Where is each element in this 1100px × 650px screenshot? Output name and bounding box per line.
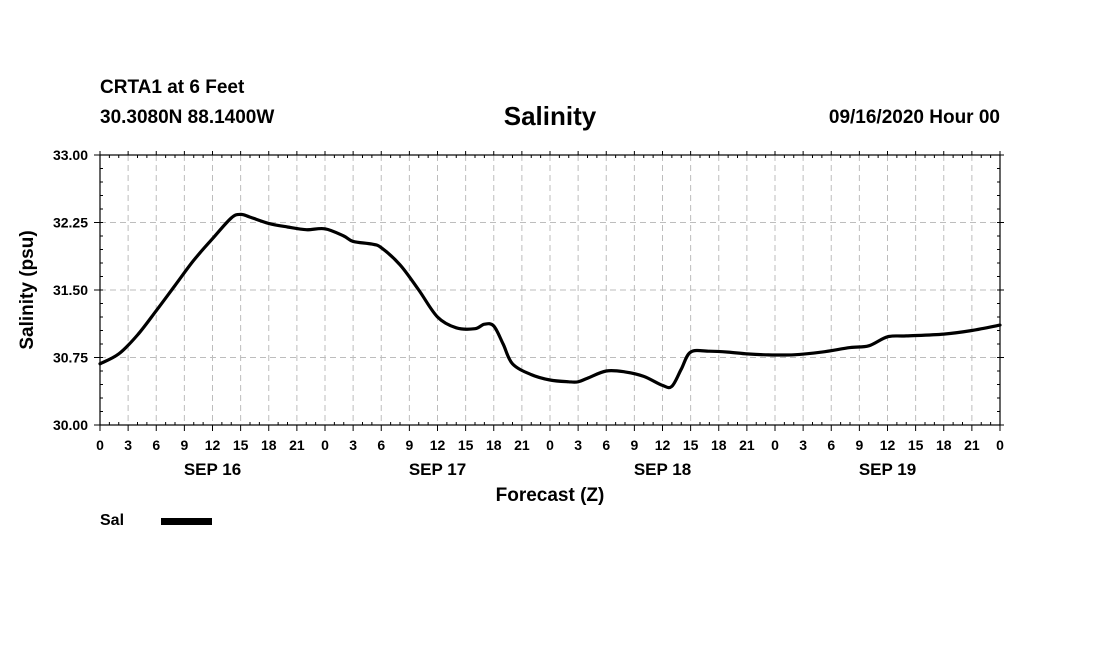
series-line-sal: [98, 212, 1002, 390]
x-tick-label: 9: [855, 437, 863, 453]
y-tick-label: 31.50: [53, 282, 88, 298]
x-tick-label: 12: [430, 437, 446, 453]
x-tick-label: 12: [205, 437, 221, 453]
axis-labels: 0 3 6 9 12 15 18 21 0 3 6 9 12 15 18 21 0 3 6 9 12 15 18 21 0 3 6 9…: [17, 147, 1004, 506]
y-axis-title: Salinity (psu): [17, 230, 38, 349]
x-tick-label: 21: [514, 437, 530, 453]
legend-swatch: [161, 518, 212, 525]
x-tick-label: 0: [996, 437, 1004, 453]
date-label: SEP 18: [634, 460, 691, 479]
y-tick-label: 30.75: [53, 350, 88, 366]
x-tick-label: 9: [630, 437, 638, 453]
station-label: CRTA1 at 6 Feet: [100, 77, 245, 98]
chart-title: Salinity: [503, 101, 597, 131]
series-layer: [98, 212, 1002, 390]
date-label: SEP 19: [859, 460, 916, 479]
y-tick-label: 32.25: [53, 215, 88, 231]
x-tick-label: 21: [964, 437, 980, 453]
x-tick-label: 18: [486, 437, 502, 453]
x-tick-label: 15: [908, 437, 924, 453]
date-label: SEP 16: [184, 460, 241, 479]
x-tick-label: 3: [124, 437, 132, 453]
axis-ticks: [94, 151, 1004, 431]
x-tick-label: 18: [936, 437, 952, 453]
x-tick-label: 6: [377, 437, 385, 453]
y-tick-label: 30.00: [53, 417, 88, 433]
x-tick-label: 3: [799, 437, 807, 453]
y-tick-label: 33.00: [53, 147, 88, 163]
x-tick-label: 18: [711, 437, 727, 453]
x-tick-label: 0: [546, 437, 554, 453]
x-tick-label: 15: [683, 437, 699, 453]
x-tick-label: 21: [289, 437, 305, 453]
x-tick-label: 6: [827, 437, 835, 453]
x-tick-label: 12: [880, 437, 896, 453]
x-tick-label: 6: [602, 437, 610, 453]
x-tick-label: 0: [771, 437, 779, 453]
legend: Sal: [100, 512, 212, 529]
x-tick-label: 21: [739, 437, 755, 453]
date-label: SEP 17: [409, 460, 466, 479]
x-tick-label: 18: [261, 437, 277, 453]
x-tick-label: 0: [96, 437, 104, 453]
forecast-date-label: 09/16/2020 Hour 00: [828, 107, 1000, 128]
x-tick-label: 9: [405, 437, 413, 453]
coordinates-label: 30.3080N 88.1400W: [100, 107, 275, 128]
x-axis-title: Forecast (Z): [496, 485, 605, 506]
x-tick-label: 9: [180, 437, 188, 453]
x-tick-label: 15: [233, 437, 249, 453]
grid-lines: [100, 155, 1000, 425]
x-tick-label: 3: [349, 437, 357, 453]
legend-label: Sal: [100, 512, 124, 529]
x-tick-label: 6: [152, 437, 160, 453]
x-tick-label: 0: [321, 437, 329, 453]
x-tick-label: 12: [655, 437, 671, 453]
x-tick-label: 3: [574, 437, 582, 453]
x-tick-label: 15: [458, 437, 474, 453]
